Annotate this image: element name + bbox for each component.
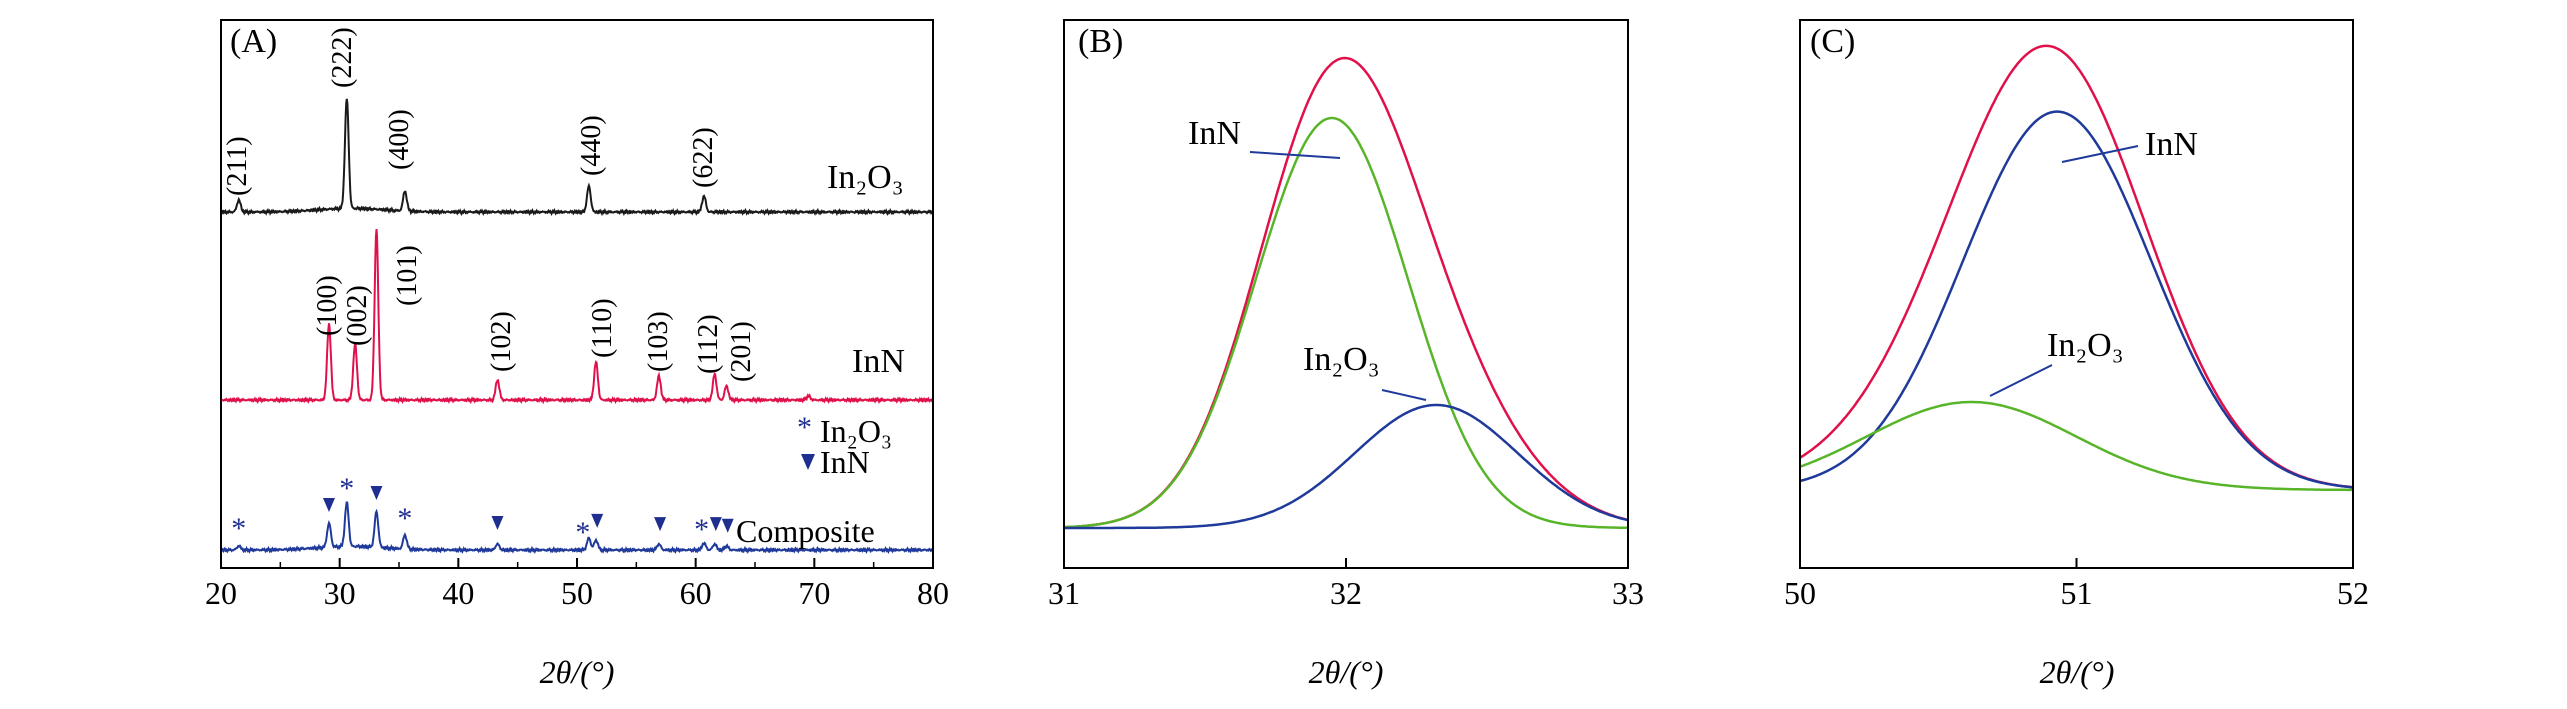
x-tick-label: 31 — [1048, 575, 1080, 611]
panel-b-in2o3-label: In₂O₃ — [1303, 341, 1380, 378]
xrd-trace-in2o3 — [220, 98, 934, 217]
hkl-label: (002) — [342, 285, 373, 346]
in2o3-star-marker: * — [397, 502, 412, 535]
panel-b-label: (B) — [1078, 23, 1123, 60]
in2o3-star-marker: * — [694, 513, 709, 546]
x-tick-label: 80 — [917, 575, 949, 611]
x-tick-label: 30 — [324, 575, 356, 611]
fit-curve-in2o3 — [1799, 400, 2353, 492]
legend-star-icon: * — [797, 411, 812, 444]
hkl-label: (103) — [643, 311, 674, 372]
hkl-label: (201) — [726, 321, 757, 382]
panel-c-in2o3-label: In₂O₃ — [2047, 327, 2124, 364]
panel-b-in2o3-leader — [1381, 389, 1427, 401]
hkl-label: (622) — [688, 127, 719, 188]
hkl-label: (112) — [693, 314, 724, 374]
hkl-label: (102) — [486, 311, 517, 372]
panel-c: 50 51 52 (C) InN In₂O₃ 2θ/(°) — [1784, 19, 2369, 690]
panel-c-inn-label: InN — [2145, 126, 2198, 163]
fit-curve-inn — [1063, 116, 1628, 530]
x-tick-label: 33 — [1612, 575, 1644, 611]
hkl-label: (100) — [312, 275, 343, 336]
hkl-label: (211) — [222, 136, 253, 196]
in2o3-star-marker: * — [575, 516, 590, 549]
x-tick-label: 50 — [561, 575, 593, 611]
fit-curve-sum — [1799, 44, 2354, 489]
trace-label-in2o3: In₂O₃ — [827, 159, 904, 196]
panel-a-markers: * * * * * — [231, 472, 734, 549]
panel-c-curves — [1799, 44, 2354, 492]
hkl-label: (222) — [327, 27, 358, 88]
panel-a-label: (A) — [230, 23, 277, 60]
inn-triangle-marker — [370, 486, 383, 500]
fit-curve-in2o3 — [1064, 403, 1629, 530]
legend-triangle-icon — [801, 454, 815, 470]
trace-label-inn: InN — [852, 343, 905, 380]
hkl-label: (101) — [392, 245, 423, 306]
panel-c-label: (C) — [1810, 23, 1855, 60]
panel-a-legend: * In₂O₃ InN — [797, 411, 892, 480]
hkl-label: (440) — [576, 115, 607, 176]
in2o3-star-marker: * — [231, 512, 246, 545]
panel-c-in2o3-leader — [1989, 364, 2053, 397]
panel-a-xlabel: 2θ/(°) — [540, 654, 615, 690]
panel-b-frame — [1063, 19, 1629, 569]
x-tick-label: 52 — [2337, 575, 2369, 611]
xrd-trace-composite — [220, 501, 934, 555]
inn-triangle-marker — [709, 517, 722, 532]
in2o3-star-marker: * — [339, 472, 354, 505]
x-tick-label: 20 — [205, 575, 237, 611]
x-tick-label: 51 — [2061, 575, 2093, 611]
panel-b: 31 32 33 (B) InN In₂O₃ 2θ/(°) — [1048, 19, 1644, 690]
panel-c-ticks: 50 51 52 — [1784, 558, 2369, 611]
x-tick-label: 32 — [1330, 575, 1362, 611]
x-tick-label: 70 — [798, 575, 830, 611]
panel-b-inn-label: InN — [1188, 115, 1241, 152]
hkl-label: (110) — [587, 298, 618, 358]
xrd-trace-inn — [220, 229, 934, 405]
fit-curve-sum — [1063, 56, 1629, 529]
inn-triangle-marker — [491, 516, 504, 530]
panel-c-frame — [1799, 19, 2354, 569]
inn-triangle-marker — [721, 518, 734, 533]
panel-b-inn-leader — [1249, 151, 1341, 159]
panel-c-xlabel: 2θ/(°) — [2040, 654, 2115, 690]
panel-a: * * * * * 20 30 40 50 60 70 80 (A) (211) (222) (40… — [205, 19, 949, 690]
x-tick-label: 50 — [1784, 575, 1816, 611]
legend-label-inn: InN — [820, 444, 870, 480]
legend-label-in2o3: In₂O₃ — [820, 413, 892, 449]
x-tick-label: 60 — [680, 575, 712, 611]
x-tick-label: 40 — [442, 575, 474, 611]
inn-triangle-marker — [654, 517, 667, 532]
trace-label-composite: Composite — [736, 513, 875, 549]
panel-b-ticks: 31 32 33 — [1048, 558, 1644, 611]
panel-b-xlabel: 2θ/(°) — [1309, 654, 1384, 690]
fit-curve-inn — [1799, 110, 2354, 489]
inn-triangle-marker — [591, 513, 604, 528]
panel-a-ticks: 20 30 40 50 60 70 80 — [205, 558, 949, 611]
panel-b-curves — [1063, 56, 1629, 530]
inn-triangle-marker — [322, 498, 335, 512]
panel-c-inn-leader — [2061, 145, 2139, 163]
panel-a-traces — [220, 98, 934, 555]
hkl-label: (400) — [384, 109, 415, 170]
panel-a-frame — [220, 19, 934, 569]
